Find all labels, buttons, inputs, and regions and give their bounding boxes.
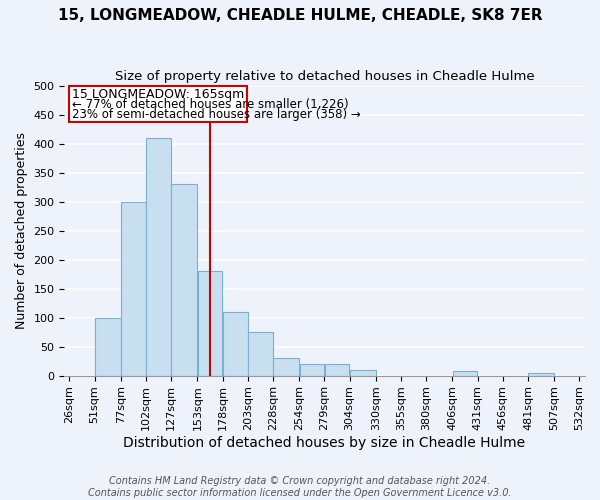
Bar xyxy=(274,358,299,376)
Text: 23% of semi-detached houses are larger (358) →: 23% of semi-detached houses are larger (… xyxy=(73,108,361,120)
Bar xyxy=(453,371,478,376)
Bar xyxy=(146,138,171,376)
Bar xyxy=(121,202,146,376)
Bar xyxy=(350,370,376,376)
Y-axis label: Number of detached properties: Number of detached properties xyxy=(15,132,28,329)
Text: ← 77% of detached houses are smaller (1,226): ← 77% of detached houses are smaller (1,… xyxy=(73,98,349,110)
Bar xyxy=(95,318,121,376)
Bar xyxy=(172,184,197,376)
Bar xyxy=(248,332,273,376)
Bar xyxy=(325,364,349,376)
Title: Size of property relative to detached houses in Cheadle Hulme: Size of property relative to detached ho… xyxy=(115,70,534,83)
Bar xyxy=(198,271,223,376)
FancyBboxPatch shape xyxy=(70,86,247,122)
Bar xyxy=(529,372,554,376)
Bar xyxy=(223,312,248,376)
Text: 15, LONGMEADOW, CHEADLE HULME, CHEADLE, SK8 7ER: 15, LONGMEADOW, CHEADLE HULME, CHEADLE, … xyxy=(58,8,542,22)
Text: Contains HM Land Registry data © Crown copyright and database right 2024.
Contai: Contains HM Land Registry data © Crown c… xyxy=(88,476,512,498)
Bar xyxy=(299,364,324,376)
Text: 15 LONGMEADOW: 165sqm: 15 LONGMEADOW: 165sqm xyxy=(72,88,244,101)
X-axis label: Distribution of detached houses by size in Cheadle Hulme: Distribution of detached houses by size … xyxy=(124,436,526,450)
